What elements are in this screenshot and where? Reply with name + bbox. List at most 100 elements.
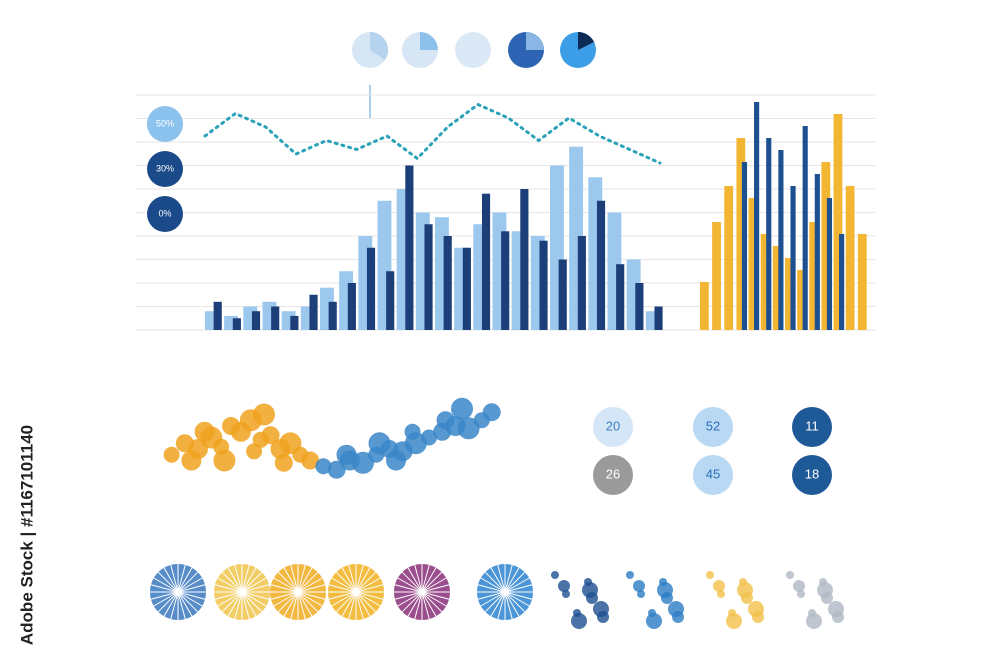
sunburst-ray <box>273 591 299 607</box>
bar <box>366 247 376 330</box>
dot-cluster <box>646 613 662 629</box>
bubble <box>421 429 437 446</box>
sunburst-ray <box>227 567 243 593</box>
sunburst-ray <box>414 564 423 593</box>
sunburst-ray <box>394 584 423 593</box>
bubble <box>274 453 293 472</box>
sunburst-ray <box>504 591 530 607</box>
sunburst-ray <box>234 564 243 593</box>
sunburst-ray <box>328 584 357 593</box>
sunburst-ray <box>297 571 319 593</box>
stat-circle <box>693 407 733 447</box>
sunburst-ray <box>177 591 186 620</box>
pie <box>455 32 491 68</box>
sunburst-ray <box>170 591 179 620</box>
sunburst-ray <box>270 591 299 600</box>
sunburst-ray <box>355 591 364 620</box>
sunburst-ray <box>177 591 203 607</box>
sunburst-ray <box>421 591 437 617</box>
dot-cluster <box>808 609 816 617</box>
dot-cluster <box>706 571 714 579</box>
stat-circle <box>792 455 832 495</box>
dot-cluster <box>828 601 844 617</box>
bubble <box>301 451 320 470</box>
sunburst-ray <box>227 591 243 617</box>
dot-cluster <box>728 609 736 617</box>
dot-cluster <box>633 580 645 592</box>
sunburst-ray <box>273 577 299 593</box>
bubble <box>368 432 391 455</box>
sunburst-ray <box>283 591 299 617</box>
sunburst-ray <box>401 591 423 613</box>
dot-cluster <box>726 613 742 629</box>
sunburst-ray <box>407 567 423 593</box>
bar <box>857 234 867 330</box>
sunburst-ray <box>234 591 243 620</box>
sunburst-ray <box>217 577 243 593</box>
sunburst-ray <box>241 567 257 593</box>
bubble <box>436 411 455 430</box>
sunburst-ray <box>157 591 179 613</box>
bar <box>814 174 820 330</box>
bubble <box>451 397 473 420</box>
sunburst-ray <box>504 584 533 593</box>
stat-value: 11 <box>805 418 819 433</box>
sunburst-ray <box>355 591 384 600</box>
bar <box>741 162 748 330</box>
sunburst-ray <box>421 567 437 593</box>
sunburst-ray <box>421 591 430 620</box>
sunburst-ray <box>297 564 306 593</box>
sunburst-ray <box>504 591 533 600</box>
bubble <box>246 443 263 460</box>
badge-label: 50% <box>156 118 174 128</box>
dot-cluster <box>659 578 667 586</box>
bubble <box>457 417 480 440</box>
dot-cluster <box>571 613 587 629</box>
sunburst-ray <box>341 567 357 593</box>
sunburst-ray <box>335 571 357 593</box>
bar <box>809 222 819 330</box>
bar <box>797 270 806 330</box>
badge <box>147 106 183 142</box>
sunburst-ray <box>490 591 506 617</box>
bar <box>558 259 567 330</box>
sunburst-ray <box>221 571 243 593</box>
sunburst-ray <box>241 591 267 607</box>
bar <box>386 271 395 330</box>
pie-slice <box>420 32 438 50</box>
stat-value: 26 <box>606 466 620 481</box>
sunburst-ray <box>177 591 199 613</box>
sunburst-ray <box>504 567 520 593</box>
sunburst-ray <box>241 584 270 593</box>
sunburst-ray <box>177 591 193 617</box>
dot-cluster <box>657 582 673 598</box>
badge <box>147 151 183 187</box>
sunburst-ray <box>421 584 450 593</box>
sunburst-ray <box>241 591 263 613</box>
sunburst-ray <box>170 564 179 593</box>
sunburst-ray <box>335 591 357 613</box>
sunburst-ray <box>484 591 506 613</box>
bar <box>577 236 586 330</box>
sunburst-ray <box>241 571 263 593</box>
sunburst-ray <box>277 571 299 593</box>
sunburst-ray <box>355 567 371 593</box>
sunburst-ray <box>297 584 326 593</box>
sunburst-ray <box>241 564 250 593</box>
dot-cluster <box>786 571 794 579</box>
bar <box>481 193 491 330</box>
bar <box>290 315 299 330</box>
sunburst-ray <box>480 591 506 607</box>
sunburst-ray <box>163 591 179 617</box>
sunburst-ray <box>297 567 313 593</box>
sunburst-ray <box>484 571 506 593</box>
bar <box>424 224 433 330</box>
bubble <box>253 403 275 426</box>
dot-cluster <box>819 578 827 586</box>
stat-circle <box>693 455 733 495</box>
sunburst-ray <box>328 591 357 600</box>
sunburst-ray <box>355 591 381 607</box>
bar <box>790 186 796 330</box>
bar <box>443 236 452 330</box>
dot-cluster <box>626 571 634 579</box>
